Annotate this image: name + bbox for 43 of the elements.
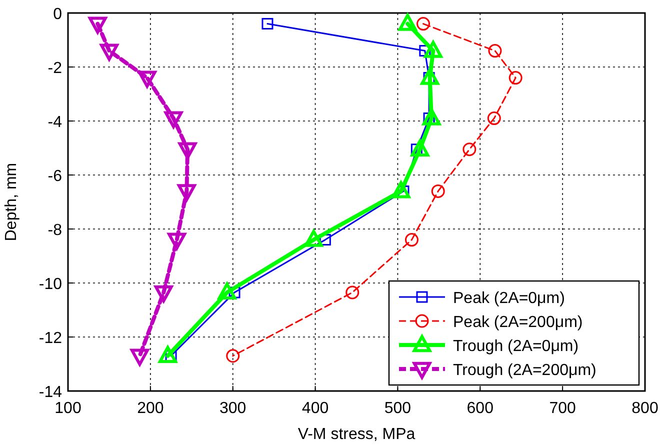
x-tick-label: 200	[137, 400, 164, 417]
y-tick-label: -14	[38, 384, 62, 401]
y-tick-label: -2	[48, 60, 62, 77]
x-tick-label: 100	[54, 400, 82, 417]
y-tick-label: -8	[48, 222, 62, 239]
point	[226, 349, 240, 363]
x-tick-label: 300	[220, 400, 246, 417]
point	[431, 184, 445, 198]
point	[508, 71, 522, 85]
y-tick-label: -10	[38, 276, 62, 293]
legend-label: Trough (2A=200μm)	[453, 362, 596, 379]
point	[138, 70, 156, 88]
y-tick-label: -4	[48, 114, 62, 131]
x-tick-label: 600	[466, 400, 494, 417]
point	[178, 142, 197, 160]
legend-label: Trough (2A=0μm)	[453, 338, 579, 355]
point	[218, 282, 236, 300]
point	[346, 286, 360, 300]
y-tick-label: 0	[53, 6, 62, 23]
point	[164, 111, 183, 128]
point	[168, 232, 186, 250]
x-tick-label: 700	[549, 400, 576, 417]
point	[462, 142, 476, 156]
y-tick-label: -12	[38, 330, 62, 347]
x-tick-label: 500	[384, 400, 412, 417]
x-axis-title: V-M stress, MPa	[298, 426, 416, 443]
point	[488, 44, 502, 58]
legend-label: Peak (2A=200μm)	[453, 314, 583, 331]
x-tick-label: 800	[632, 400, 658, 417]
point	[154, 285, 173, 302]
point	[177, 184, 196, 202]
legend-label: Peak (2A=0μm)	[453, 290, 565, 307]
point	[416, 17, 430, 31]
point	[88, 16, 107, 34]
point	[487, 112, 501, 126]
point	[404, 233, 418, 247]
x-tick-label: 400	[302, 400, 329, 417]
point	[130, 348, 149, 366]
point	[100, 44, 118, 61]
point	[158, 346, 177, 363]
point	[262, 18, 274, 30]
y-tick-label: -6	[48, 168, 62, 185]
y-axis-title: Depth, mm	[3, 162, 20, 242]
